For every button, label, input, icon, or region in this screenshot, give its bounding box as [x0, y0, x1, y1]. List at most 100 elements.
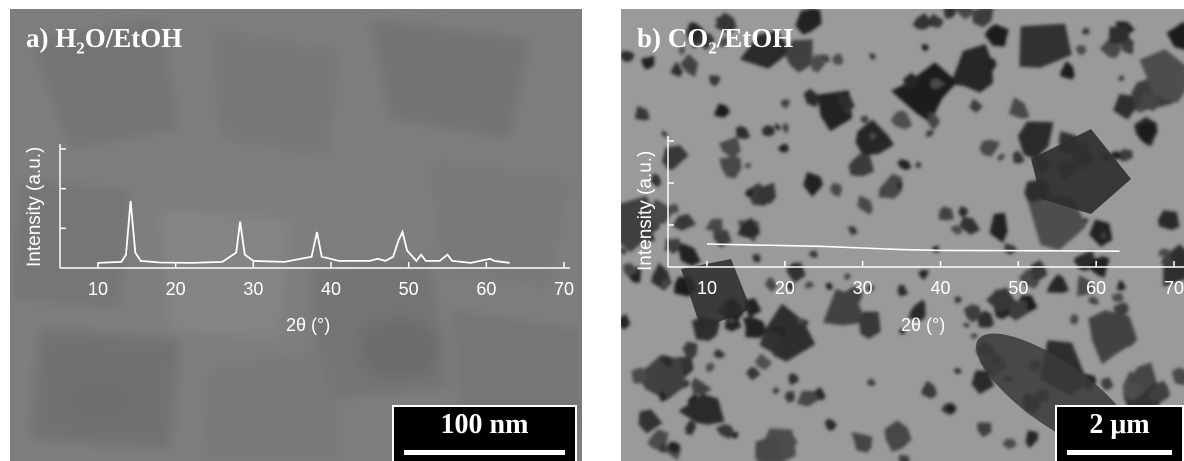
pore	[752, 253, 761, 263]
pore	[897, 159, 912, 171]
pore	[891, 62, 958, 123]
pore	[772, 387, 780, 394]
pore	[705, 218, 723, 233]
pore	[869, 53, 876, 61]
pore	[708, 75, 721, 87]
pore	[667, 441, 680, 454]
pore	[831, 53, 844, 66]
pore	[1028, 195, 1087, 251]
pore	[1111, 293, 1124, 302]
pore	[667, 203, 679, 216]
pore	[866, 285, 875, 292]
pore	[898, 328, 906, 335]
pore	[781, 99, 790, 109]
pore	[658, 391, 667, 402]
pore	[641, 55, 655, 70]
pore	[896, 181, 903, 191]
xrd-inset-b: 10 20 30 40 50 60 70 Intensity (a.u.) 2θ (°)	[635, 136, 1184, 335]
pore	[691, 377, 712, 396]
xrd-x-tick-label: 70	[554, 279, 574, 299]
xrd-trace-b	[706, 243, 1120, 252]
pore	[927, 111, 941, 131]
pore	[921, 380, 937, 399]
xrd-ylabel-b: Intensity (a.u.)	[635, 151, 656, 271]
scale-bar-a-label: 100 nm	[440, 409, 529, 440]
pore	[678, 243, 701, 266]
pore	[784, 390, 795, 403]
pore	[782, 122, 789, 134]
pore	[1113, 302, 1130, 316]
pore	[977, 422, 992, 438]
pore	[931, 16, 944, 28]
pore	[803, 172, 824, 197]
pore	[691, 39, 700, 49]
pore	[631, 368, 648, 384]
xrd-x-tick-label: 20	[166, 279, 186, 299]
pore	[1171, 367, 1184, 386]
pore	[1019, 23, 1072, 68]
pore	[788, 372, 799, 386]
scale-bar-b: 2 μm	[1055, 405, 1184, 461]
pore	[796, 390, 820, 407]
pore	[713, 228, 732, 248]
tem-micrograph-a	[10, 9, 582, 461]
pore	[984, 24, 1009, 47]
xrd-ticks-b: 10 20 30 40 50 60 70	[697, 278, 1184, 298]
pore	[898, 454, 910, 461]
pore	[786, 282, 794, 291]
pore	[954, 296, 963, 304]
pore	[851, 432, 873, 453]
scale-bar-b-label: 2 μm	[1089, 409, 1150, 440]
pore	[774, 123, 782, 131]
pore	[1161, 255, 1176, 266]
pore	[971, 370, 995, 395]
pore	[685, 419, 696, 436]
sem-image-panel-b: b) CO2/EtOH 10 20 30 40 50 60 70 Intensity (a.…	[621, 9, 1184, 461]
pore	[897, 284, 909, 297]
pore	[634, 105, 650, 121]
pore	[946, 404, 957, 413]
pore	[1070, 313, 1079, 325]
pore	[774, 37, 783, 43]
xrd-ylabel-a: Intensity (a.u.)	[24, 147, 45, 267]
pore	[1081, 27, 1090, 35]
pore	[713, 348, 726, 359]
xrd-axes-a	[59, 144, 570, 269]
pore	[857, 195, 873, 215]
pore	[795, 9, 822, 35]
pore	[650, 173, 662, 188]
pore	[829, 182, 842, 197]
pore	[962, 323, 970, 328]
pore	[678, 393, 725, 425]
pore	[754, 353, 773, 371]
pore	[870, 133, 876, 140]
pore	[922, 43, 929, 52]
pore	[808, 250, 818, 258]
pore	[1166, 21, 1184, 50]
pore	[742, 317, 766, 338]
pore	[759, 331, 785, 352]
xrd-x-tick-label: 10	[697, 278, 717, 298]
xrd-xlabel-a: 2θ (°)	[286, 315, 330, 335]
pore	[678, 46, 685, 56]
xrd-x-tick-label: 40	[321, 279, 341, 299]
pore	[672, 213, 697, 231]
pore	[682, 379, 691, 388]
xrd-x-tick-label: 20	[775, 278, 795, 298]
pore	[1075, 44, 1086, 56]
pore	[1017, 121, 1054, 160]
pore	[912, 12, 929, 30]
tem-image-panel-a: a) H2O/EtOH 10 20 30 40 50 60 70 Intensity (a.…	[10, 9, 582, 461]
pore	[1076, 275, 1094, 297]
pore	[925, 129, 935, 137]
pore	[1099, 230, 1108, 239]
xrd-x-tick-label: 30	[853, 278, 873, 298]
pore	[958, 205, 968, 218]
pore	[638, 409, 663, 434]
xrd-axes-b	[667, 136, 1184, 268]
pore	[621, 314, 631, 330]
pore	[985, 58, 997, 71]
pore	[1113, 94, 1138, 120]
pore	[802, 319, 809, 326]
pore	[714, 12, 737, 34]
